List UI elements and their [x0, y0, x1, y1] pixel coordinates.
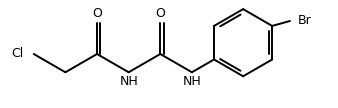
Text: Cl: Cl — [11, 48, 24, 60]
Text: NH: NH — [119, 75, 138, 88]
Text: Br: Br — [298, 14, 312, 27]
Text: O: O — [155, 7, 165, 20]
Text: O: O — [92, 7, 102, 20]
Text: NH: NH — [183, 75, 201, 88]
